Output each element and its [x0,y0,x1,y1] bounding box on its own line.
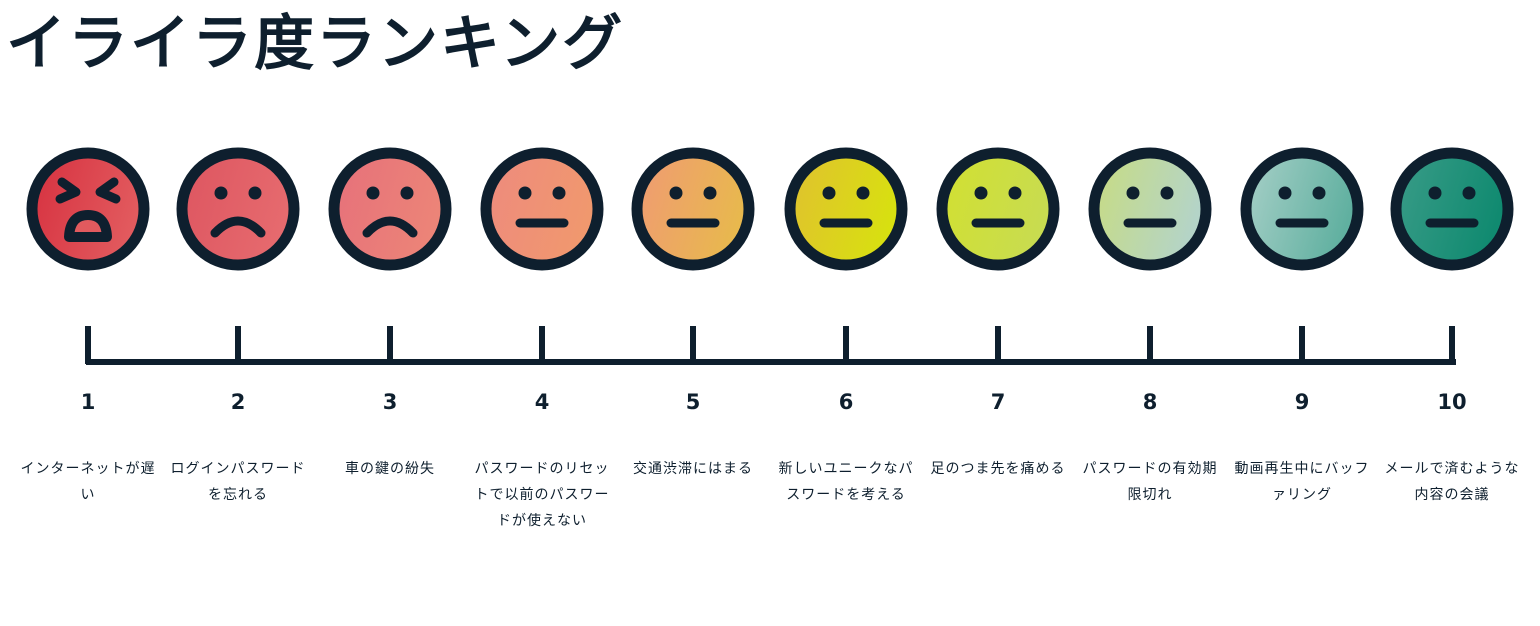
left-eye [974,186,988,200]
rank-number: 1 [80,390,96,414]
left-eye [214,186,228,200]
left-eye [55,177,81,204]
left-eye [669,186,683,200]
scale-axis-line [86,359,1456,365]
rank-number: 5 [685,390,701,414]
rank-label: インターネットが遅い [20,461,156,503]
page-title: イライラ度ランキング [6,9,625,79]
rank-number: 2 [230,390,246,414]
face-angry-icon [26,147,150,271]
right-eye [95,177,121,204]
scale-tick [85,326,91,364]
scale-tick [843,326,849,364]
rank-label: メールで済むような内容の会議 [1384,461,1520,503]
rank-number: 6 [838,390,854,414]
face-circle [936,147,1060,271]
rank-number: 10 [1437,390,1467,414]
right-eye [248,186,262,200]
scale-tick [1449,326,1455,364]
scale-tick [539,326,545,364]
rank-label: 交通渋滞にはまる [633,461,753,477]
right-eye [1462,186,1476,200]
scale-tick [387,326,393,364]
face-sad-icon [176,147,300,271]
face-circle [176,147,300,271]
rank-number: 8 [1142,390,1158,414]
right-eye [703,186,717,200]
face-sad-icon [328,147,452,271]
rank-label: 車の鍵の紛失 [345,461,435,477]
left-eye [1278,186,1292,200]
right-eye [1312,186,1326,200]
right-eye [1160,186,1174,200]
rank-label: 新しいユニークなパスワードを考える [778,461,914,503]
left-eye [1126,186,1140,200]
scale-tick [235,326,241,364]
rank-number: 7 [990,390,1006,414]
right-eye [400,186,414,200]
face-row [26,147,1514,271]
face-circle [1240,147,1364,271]
left-eye [518,186,532,200]
left-eye [1428,186,1442,200]
face-circle [631,147,755,271]
face-circle [1088,147,1212,271]
face-neutral-icon [1240,147,1364,271]
right-eye [856,186,870,200]
scale-tick [995,326,1001,364]
rank-label: 足のつま先を痛める [930,461,1066,477]
mouth [64,210,112,242]
face-neutral-icon [480,147,604,271]
left-eye [822,186,836,200]
rank-number: 3 [382,390,398,414]
face-circle [480,147,604,271]
face-circle [26,147,150,271]
mouth [210,216,266,238]
rank-label: 動画再生中にバッファリング [1234,461,1370,503]
scale-tick [1299,326,1305,364]
scale-tick [1147,326,1153,364]
rank-label: パスワードの有効期限切れ [1082,461,1218,503]
right-eye [1008,186,1022,200]
face-neutral-icon [936,147,1060,271]
rank-number: 9 [1294,390,1310,414]
rank-label: パスワードのリセットで以前のパスワードが使えない [474,461,610,529]
left-eye [366,186,380,200]
face-circle [328,147,452,271]
face-neutral-icon [784,147,908,271]
right-eye [552,186,566,200]
rank-label: ログインパスワードを忘れる [170,461,306,503]
face-circle [784,147,908,271]
rank-number: 4 [534,390,550,414]
face-neutral-icon [1088,147,1212,271]
face-circle [1390,147,1514,271]
face-neutral-icon [1390,147,1514,271]
face-neutral-icon [631,147,755,271]
scale-tick [690,326,696,364]
mouth [362,216,418,238]
